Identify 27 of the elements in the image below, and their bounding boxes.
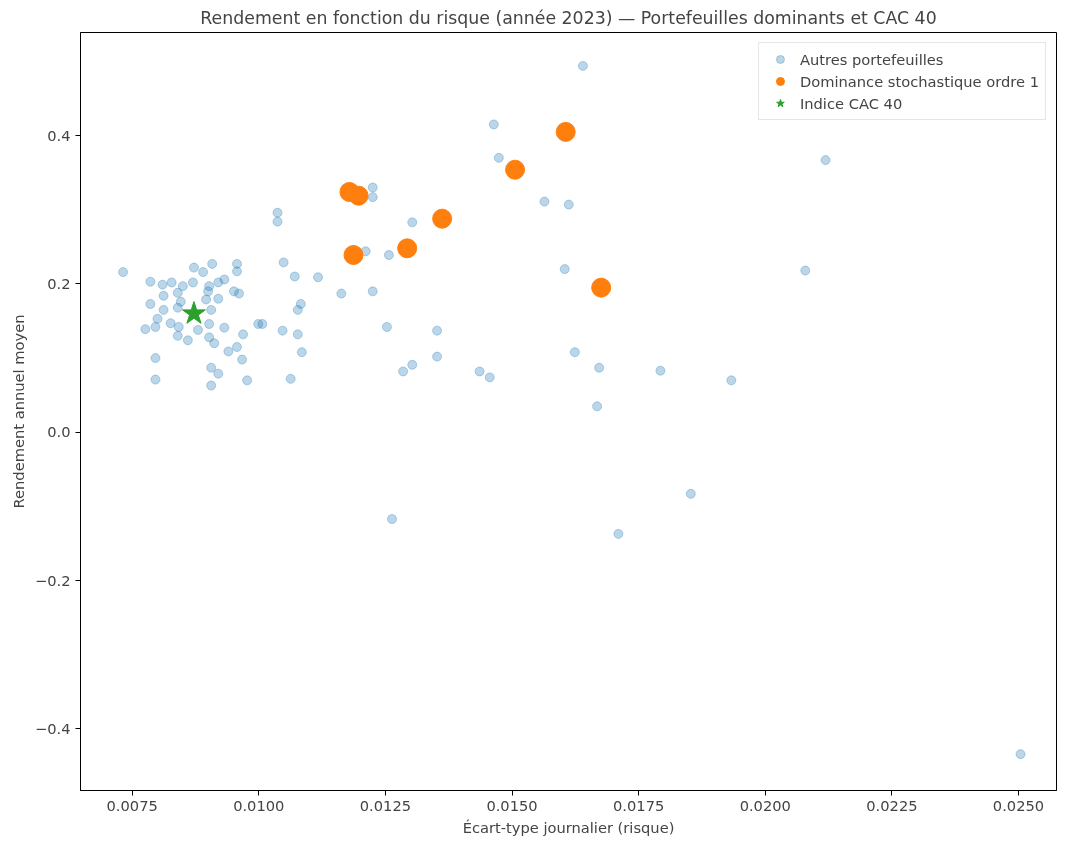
x-tick-label: 0.0225: [866, 796, 918, 814]
x-tick-label: 0.0200: [739, 796, 791, 814]
x-tick-label: 0.0150: [486, 796, 538, 814]
x-tick-label: 0.0250: [992, 796, 1045, 814]
x-tick-label: 0.0175: [613, 796, 665, 814]
x-tick-label: 0.0100: [233, 796, 285, 814]
legend-label: Autres portefeuilles: [799, 50, 944, 68]
x-axis-title: Écart-type journalier (risque): [462, 818, 675, 836]
y-tick-label: −0.2: [34, 571, 71, 589]
y-tick-label: 0.2: [47, 274, 71, 292]
chart-title: Rendement en fonction du risque (année 2023) — Portefeuilles dominants et CAC 40: [200, 7, 937, 28]
point: [505, 159, 526, 180]
y-tick-label: 0.0: [47, 423, 71, 441]
legend-label: Dominance stochastique ordre 1: [799, 72, 1039, 90]
point: [182, 301, 206, 324]
point: [432, 208, 453, 229]
point: [591, 277, 612, 298]
y-axis-title: Rendement annuel moyen: [9, 314, 27, 509]
legend-label: Indice CAC 40: [799, 94, 903, 112]
point: [343, 245, 364, 265]
point: [555, 121, 576, 142]
x-tick-label: 0.0125: [359, 796, 412, 814]
x-tick-label: 0.0075: [106, 796, 158, 814]
point: [348, 185, 369, 206]
y-tick-label: −0.4: [34, 719, 71, 737]
point: [397, 238, 418, 259]
y-tick-label: 0.4: [47, 126, 71, 144]
